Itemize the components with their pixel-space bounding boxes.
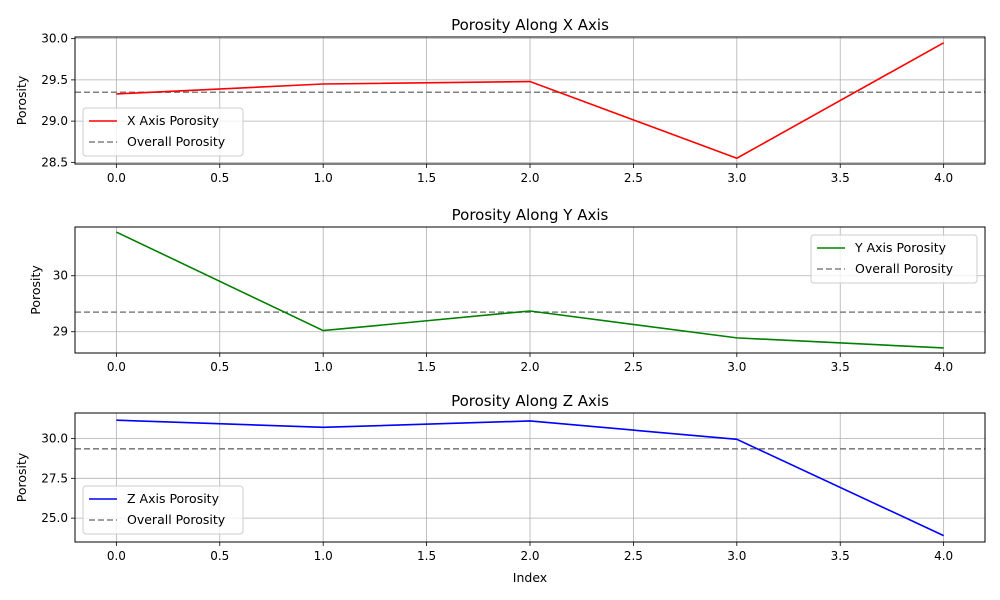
- x-tick-label: 2.5: [624, 549, 643, 563]
- x-tick-label: 0.0: [107, 549, 126, 563]
- legend-label-overall: Overall Porosity: [855, 261, 954, 276]
- x-tick-label: 0.5: [210, 171, 229, 185]
- legend: Y Axis Porosity Overall Porosity: [810, 234, 978, 284]
- legend-label-series: Y Axis Porosity: [854, 240, 947, 255]
- x-tick-label: 3.0: [727, 171, 746, 185]
- x-tick-label: 0.0: [107, 171, 126, 185]
- y-tick-label: 25.0: [41, 511, 68, 525]
- legend-box: [810, 234, 978, 284]
- x-tick-label: 1.5: [417, 360, 436, 374]
- x-tick-label: 2.5: [624, 171, 643, 185]
- subplot-y-axis: 0.0 0.5 1.0 1.5 2.0 2.5 3.0 3.5 4.0 29 30 Porosity …: [28, 206, 986, 374]
- x-tick-label: 0.5: [210, 549, 229, 563]
- x-tick-label: 2.5: [624, 360, 643, 374]
- y-tick-label: 29.5: [41, 73, 68, 87]
- legend-label-series: X Axis Porosity: [127, 113, 220, 128]
- subplot-x-axis: 0.0 0.5 1.0 1.5 2.0 2.5 3.0 3.5 4.0 28.5 29.0 29.5 3…: [14, 16, 986, 185]
- y-tick-label: 29.0: [41, 114, 68, 128]
- legend: X Axis Porosity Overall Porosity: [82, 107, 244, 157]
- x-tick-label: 2.0: [520, 360, 539, 374]
- x-tick-label: 1.0: [314, 549, 333, 563]
- y-axis-label: Porosity: [14, 452, 29, 502]
- x-tick-label: 3.5: [831, 171, 850, 185]
- x-tick-label: 1.5: [417, 549, 436, 563]
- x-tick-label: 1.0: [314, 360, 333, 374]
- legend-box: [82, 107, 244, 157]
- y-tick-label: 30.0: [41, 32, 68, 46]
- subplot-title: Porosity Along Z Axis: [451, 392, 609, 410]
- subplot-title: Porosity Along Y Axis: [452, 206, 609, 224]
- x-tick-label: 2.0: [520, 171, 539, 185]
- x-axis-label: Index: [513, 570, 547, 585]
- legend-box: [82, 485, 244, 535]
- x-tick-label: 0.0: [107, 360, 126, 374]
- x-tick-label: 2.0: [520, 549, 539, 563]
- y-tick-label: 30.0: [41, 431, 68, 445]
- subplot-panels: 0.0 0.5 1.0 1.5 2.0 2.5 3.0 3.5 4.0 28.5 29.0 29.5 3…: [14, 16, 986, 585]
- x-tick-label: 3.0: [727, 549, 746, 563]
- x-tick-label: 0.5: [210, 360, 229, 374]
- y-axis-label: Porosity: [28, 265, 43, 315]
- y-tick-label: 29: [53, 325, 68, 339]
- x-tick-label: 3.5: [831, 549, 850, 563]
- x-tick-label: 1.5: [417, 171, 436, 185]
- x-tick-label: 4.0: [934, 549, 953, 563]
- legend-label-overall: Overall Porosity: [127, 134, 226, 149]
- y-tick-label: 30: [53, 269, 68, 283]
- x-tick-label: 3.0: [727, 360, 746, 374]
- legend-label-series: Z Axis Porosity: [127, 491, 220, 506]
- x-tick-label: 1.0: [314, 171, 333, 185]
- y-tick-label: 27.5: [41, 471, 68, 485]
- subplot-z-axis: 0.0 0.5 1.0 1.5 2.0 2.5 3.0 3.5 4.0 25.0 27.5 30.0 P…: [14, 392, 986, 585]
- x-tick-label: 3.5: [831, 360, 850, 374]
- subplot-title: Porosity Along X Axis: [451, 16, 609, 34]
- y-axis-label: Porosity: [14, 75, 29, 125]
- legend: Z Axis Porosity Overall Porosity: [82, 485, 244, 535]
- y-tick-label: 28.5: [41, 155, 68, 169]
- x-tick-label: 4.0: [934, 171, 953, 185]
- legend-label-overall: Overall Porosity: [127, 512, 226, 527]
- x-tick-label: 4.0: [934, 360, 953, 374]
